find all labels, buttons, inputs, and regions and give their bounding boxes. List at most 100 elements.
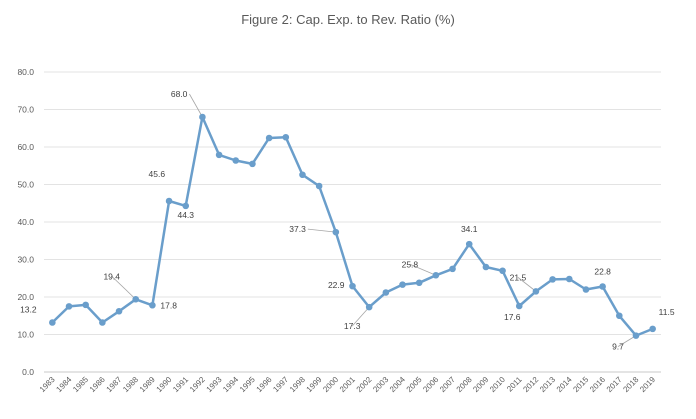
x-tick-label: 2013 bbox=[538, 375, 557, 394]
data-label: 17.6 bbox=[504, 312, 521, 322]
data-label: 17.8 bbox=[160, 300, 177, 310]
label-leader-line bbox=[189, 93, 203, 118]
data-point bbox=[565, 275, 573, 283]
label-leader-line bbox=[409, 263, 437, 276]
x-tick-label: 2003 bbox=[371, 375, 390, 394]
data-point bbox=[432, 271, 440, 279]
data-point bbox=[599, 283, 606, 290]
x-tick-label: 1995 bbox=[238, 375, 257, 394]
x-tick-label: 2017 bbox=[605, 375, 624, 394]
y-tick-label: 70.0 bbox=[17, 105, 34, 115]
data-point bbox=[199, 113, 206, 121]
data-labels: 13.2 19.4 17.8 45.6 44.3 68.0 37.3 22.9 17.3 25.8… bbox=[20, 89, 675, 352]
data-label: 37.3 bbox=[289, 224, 306, 234]
x-tick-label: 2001 bbox=[338, 375, 357, 394]
x-tick-label: 1997 bbox=[271, 375, 290, 394]
data-point bbox=[649, 325, 656, 333]
y-tick-label: 30.0 bbox=[17, 255, 34, 265]
x-tick-label: 1993 bbox=[205, 375, 224, 394]
data-label: 68.0 bbox=[171, 89, 188, 99]
data-point bbox=[65, 303, 73, 310]
x-tick-label: 1987 bbox=[105, 375, 124, 394]
x-tick-label: 1989 bbox=[138, 375, 157, 394]
x-axis-ticks: 1983198419851986198719881989199019911992… bbox=[38, 375, 658, 394]
data-label: 22.8 bbox=[594, 267, 611, 277]
x-tick-label: 2014 bbox=[555, 375, 574, 394]
x-tick-label: 2009 bbox=[471, 375, 490, 394]
data-point bbox=[399, 281, 406, 288]
data-point bbox=[249, 160, 256, 168]
data-point bbox=[299, 171, 306, 179]
x-tick-label: 1996 bbox=[255, 375, 274, 394]
data-point bbox=[532, 288, 540, 295]
data-point bbox=[365, 303, 373, 311]
data-point bbox=[215, 151, 223, 159]
data-label: 9.7 bbox=[612, 342, 624, 352]
x-tick-label: 1992 bbox=[188, 375, 207, 394]
x-tick-label: 2002 bbox=[355, 375, 374, 394]
data-point bbox=[349, 282, 356, 290]
data-point bbox=[382, 289, 390, 296]
x-tick-label: 2005 bbox=[405, 375, 424, 394]
x-tick-label: 2000 bbox=[321, 375, 340, 394]
data-point bbox=[482, 263, 490, 271]
data-point bbox=[182, 202, 190, 210]
x-tick-label: 1983 bbox=[38, 375, 57, 394]
label-leader-line bbox=[111, 275, 136, 300]
data-label: 22.9 bbox=[328, 280, 345, 290]
data-label: 34.1 bbox=[461, 224, 478, 234]
data-label: 13.2 bbox=[20, 305, 37, 315]
data-point bbox=[499, 267, 506, 275]
data-point bbox=[149, 301, 156, 309]
y-tick-label: 0.0 bbox=[22, 367, 34, 377]
x-tick-label: 2008 bbox=[455, 375, 474, 394]
label-leader-line bbox=[617, 335, 637, 347]
x-tick-label: 2016 bbox=[588, 375, 607, 394]
data-point bbox=[515, 302, 523, 310]
data-point bbox=[332, 228, 340, 236]
data-point bbox=[415, 279, 423, 287]
data-label: 44.3 bbox=[177, 210, 194, 220]
label-leader-lines bbox=[111, 93, 637, 347]
label-leader-line bbox=[351, 306, 370, 327]
x-tick-label: 1988 bbox=[121, 375, 140, 394]
data-label: 11.5 bbox=[659, 307, 675, 317]
series-line bbox=[51, 115, 654, 337]
y-tick-label: 60.0 bbox=[17, 142, 34, 152]
x-tick-label: 2012 bbox=[521, 375, 540, 394]
x-tick-label: 1998 bbox=[288, 375, 307, 394]
x-tick-label: 2004 bbox=[388, 375, 407, 394]
x-tick-label: 1991 bbox=[171, 375, 190, 394]
gridlines bbox=[44, 71, 661, 373]
y-tick-label: 10.0 bbox=[17, 330, 34, 340]
data-point bbox=[282, 133, 290, 141]
data-label: 21.5 bbox=[510, 272, 527, 282]
data-point bbox=[265, 134, 273, 142]
data-point bbox=[449, 265, 456, 273]
chart-title: Figure 2: Cap. Exp. to Rev. Ratio (%) bbox=[241, 12, 455, 27]
x-tick-label: 1999 bbox=[305, 375, 324, 394]
label-leader-line bbox=[307, 228, 336, 233]
x-tick-label: 1986 bbox=[88, 375, 107, 394]
y-tick-label: 50.0 bbox=[17, 180, 34, 190]
y-tick-label: 20.0 bbox=[17, 292, 34, 302]
data-point bbox=[549, 276, 556, 283]
y-tick-label: 40.0 bbox=[17, 217, 34, 227]
data-point bbox=[165, 197, 173, 205]
data-label: 45.6 bbox=[149, 169, 166, 179]
data-point bbox=[82, 301, 89, 309]
data-point bbox=[616, 312, 623, 320]
data-point bbox=[99, 319, 106, 326]
data-label: 17.3 bbox=[344, 321, 361, 331]
x-tick-label: 2018 bbox=[621, 375, 640, 394]
x-tick-label: 2015 bbox=[571, 375, 590, 394]
data-points bbox=[49, 113, 656, 339]
x-tick-label: 2019 bbox=[638, 375, 657, 394]
x-tick-label: 2006 bbox=[421, 375, 440, 394]
data-point bbox=[132, 295, 140, 303]
data-point bbox=[315, 182, 323, 190]
x-tick-label: 2010 bbox=[488, 375, 507, 394]
data-point bbox=[465, 240, 473, 248]
y-axis-ticks: 0.0 10.0 20.0 30.0 40.0 50.0 60.0 70.0 80.0 bbox=[17, 67, 34, 377]
